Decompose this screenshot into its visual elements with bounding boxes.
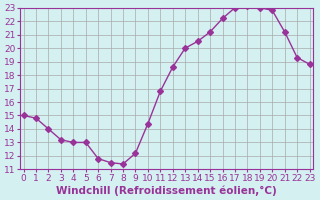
X-axis label: Windchill (Refroidissement éolien,°C): Windchill (Refroidissement éolien,°C) (56, 185, 277, 196)
